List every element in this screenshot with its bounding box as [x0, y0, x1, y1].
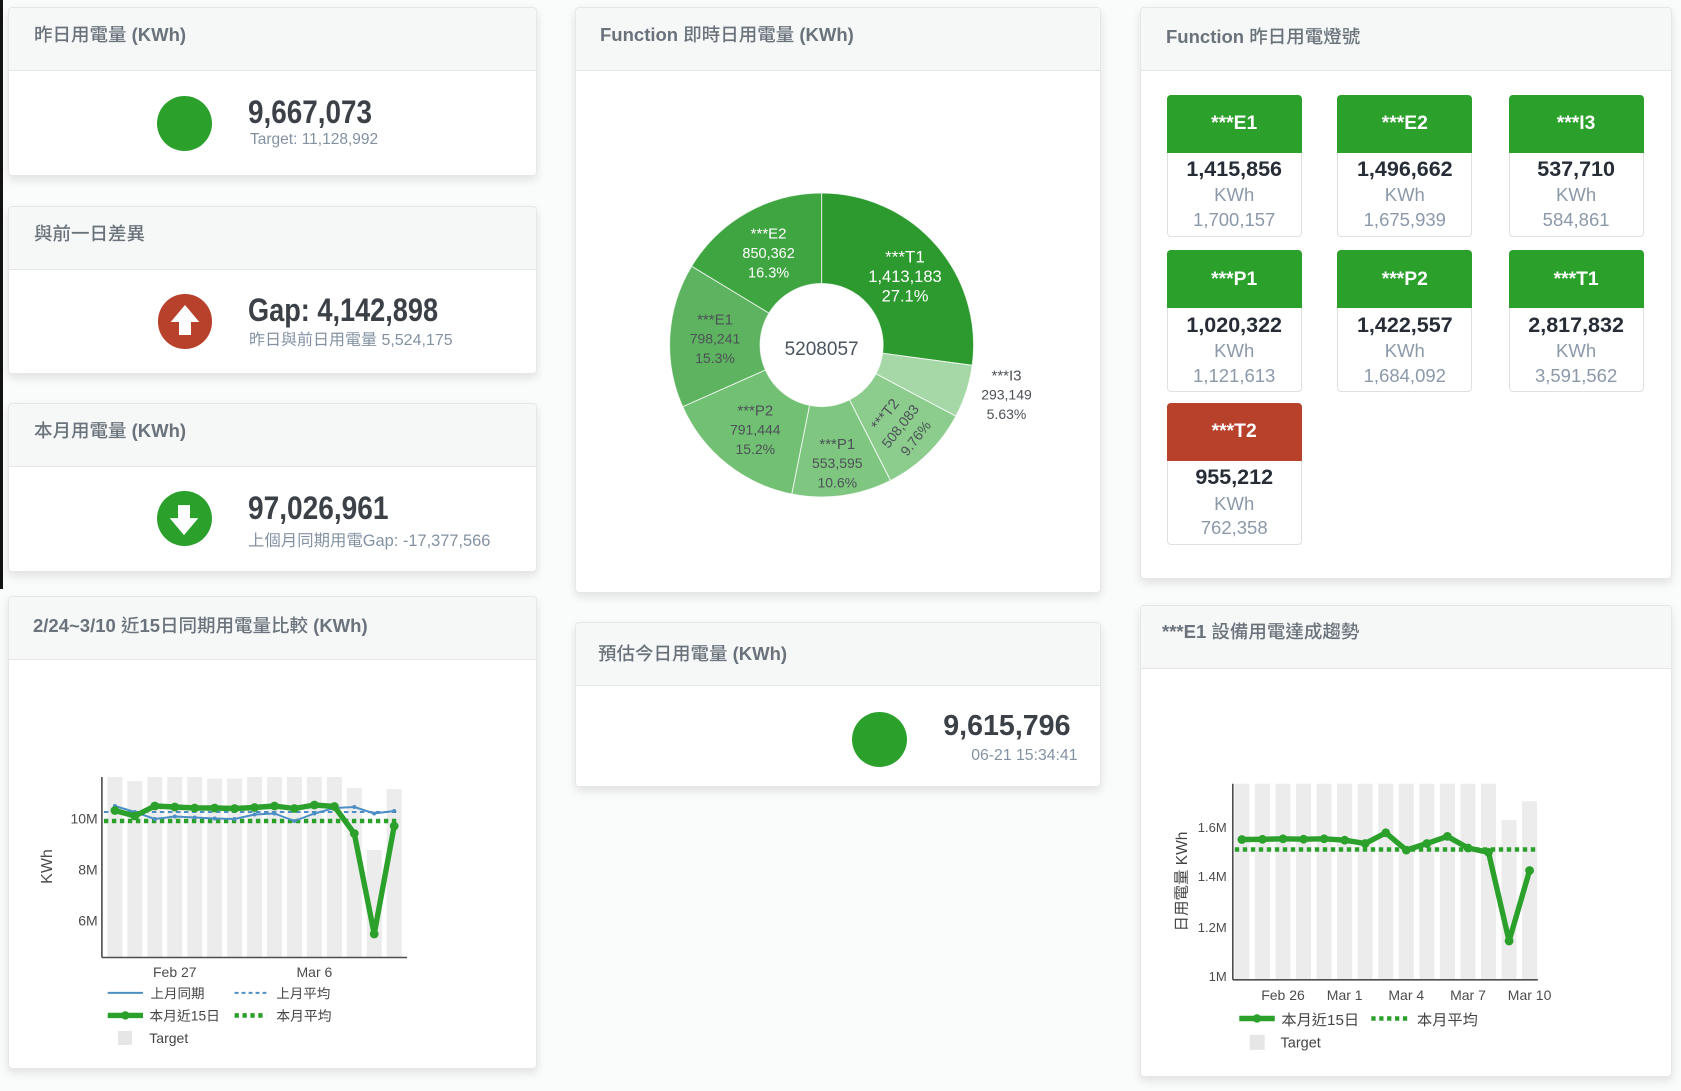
svg-text:(KWh): (KWh): [733, 643, 787, 664]
svg-text:791,444: 791,444: [730, 422, 781, 438]
svg-text:Target: Target: [149, 1030, 188, 1046]
svg-text:Target: Target: [1281, 1036, 1321, 1052]
svg-text:15: 15: [1327, 1012, 1344, 1029]
svg-text:***P1: ***P1: [819, 436, 855, 453]
svg-text:1M: 1M: [1209, 969, 1227, 984]
svg-text:8M: 8M: [78, 862, 97, 878]
svg-text:15.2%: 15.2%: [735, 441, 775, 457]
svg-text:***E1: ***E1: [697, 312, 733, 329]
svg-text:KWh: KWh: [1174, 832, 1191, 866]
svg-text:1.2M: 1.2M: [1198, 920, 1227, 935]
svg-text:850,362: 850,362: [742, 246, 794, 262]
svg-text:5,524,175: 5,524,175: [381, 332, 452, 349]
svg-text:553,595: 553,595: [812, 455, 863, 471]
svg-text:Mar 6: Mar 6: [297, 964, 333, 980]
svg-text:16.3%: 16.3%: [748, 265, 789, 281]
svg-text:798,241: 798,241: [690, 331, 741, 347]
svg-text:Feb 26: Feb 26: [1261, 987, 1305, 1003]
svg-text:(KWh): (KWh): [132, 24, 186, 45]
svg-text:27.1%: 27.1%: [882, 287, 929, 305]
svg-text:(KWh): (KWh): [313, 615, 367, 636]
svg-text:Function: Function: [1166, 26, 1244, 47]
svg-text:15: 15: [139, 615, 160, 636]
svg-text:***I3: ***I3: [991, 368, 1021, 385]
svg-text:Mar 4: Mar 4: [1388, 987, 1424, 1003]
svg-text:5.63%: 5.63%: [987, 406, 1027, 422]
svg-text:1.4M: 1.4M: [1198, 869, 1227, 884]
svg-text:1.6M: 1.6M: [1198, 820, 1227, 835]
svg-text:Function: Function: [600, 24, 678, 45]
svg-text:(KWh): (KWh): [799, 24, 853, 45]
svg-text:293,149: 293,149: [981, 387, 1032, 403]
svg-text:1,413,183: 1,413,183: [868, 268, 941, 286]
svg-text:Mar 1: Mar 1: [1327, 987, 1363, 1003]
svg-text:15: 15: [191, 1009, 207, 1024]
svg-text:2/24~3/10: 2/24~3/10: [33, 615, 116, 636]
svg-text:***E2: ***E2: [751, 226, 787, 243]
svg-text:Mar 7: Mar 7: [1450, 987, 1486, 1003]
svg-text:15.3%: 15.3%: [695, 350, 735, 366]
svg-text:Mar 10: Mar 10: [1508, 987, 1552, 1003]
svg-text:10M: 10M: [70, 811, 97, 827]
svg-text:Feb 27: Feb 27: [153, 964, 197, 980]
svg-text:Gap: -17,377,566: Gap: -17,377,566: [362, 532, 490, 550]
svg-text:***E1: ***E1: [1162, 621, 1206, 642]
svg-text:***T1: ***T1: [885, 248, 925, 267]
svg-text:(KWh): (KWh): [132, 420, 186, 441]
svg-text:10.6%: 10.6%: [817, 475, 857, 491]
svg-text:***P2: ***P2: [737, 403, 773, 420]
svg-text:6M: 6M: [78, 913, 97, 929]
svg-text:KWh: KWh: [39, 849, 56, 884]
svg-text:5208057: 5208057: [785, 339, 859, 360]
